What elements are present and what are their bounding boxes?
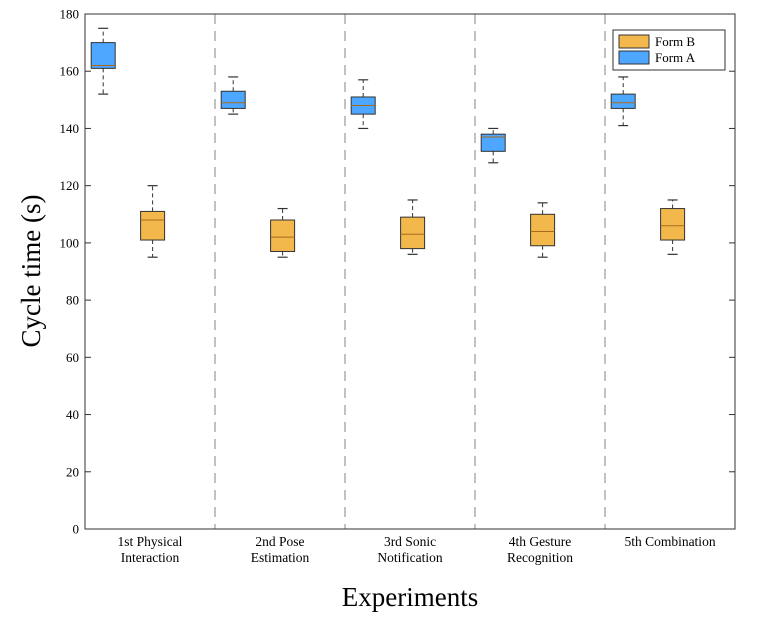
box-iqr bbox=[220, 90, 246, 109]
y-tick-label: 140 bbox=[60, 121, 80, 136]
y-tick-label: 160 bbox=[60, 64, 80, 79]
y-tick-label: 60 bbox=[66, 350, 79, 365]
x-category-label-line: 5th Combination bbox=[624, 534, 715, 549]
x-category-label-line: Notification bbox=[377, 550, 442, 565]
box-form-a bbox=[610, 76, 636, 127]
x-category-label-line: Recognition bbox=[507, 550, 573, 565]
plot-frame bbox=[84, 13, 736, 530]
legend-label: Form B bbox=[655, 34, 695, 49]
box-iqr bbox=[270, 219, 296, 252]
y-tick-label: 20 bbox=[66, 464, 79, 479]
x-category-label-line: Estimation bbox=[251, 550, 310, 565]
box-iqr bbox=[140, 210, 166, 241]
box-iqr bbox=[400, 216, 426, 250]
box-form-b bbox=[400, 199, 426, 255]
box-layer bbox=[90, 27, 686, 258]
x-category-label: 2nd Pose Estimation bbox=[251, 534, 310, 565]
box-form-a bbox=[480, 127, 506, 164]
x-category-label: 5th Combination bbox=[624, 534, 715, 549]
box-iqr bbox=[530, 213, 556, 247]
legend-swatch bbox=[618, 50, 650, 65]
box-form-b bbox=[660, 199, 686, 255]
box-iqr bbox=[90, 42, 116, 69]
box-iqr bbox=[610, 93, 636, 109]
axis-layer: 0 20 40 60 80 100 120 140 160 180 1st Physical Inte… bbox=[60, 7, 735, 565]
legend-swatch bbox=[618, 34, 650, 49]
box-iqr bbox=[480, 133, 506, 152]
box-iqr bbox=[660, 208, 686, 241]
y-tick-label: 0 bbox=[73, 522, 80, 537]
box-form-b bbox=[140, 185, 166, 258]
x-category-label-line: 1st Physical bbox=[118, 534, 183, 549]
x-category-label-line: Interaction bbox=[121, 550, 180, 565]
x-category-label-line: 3rd Sonic bbox=[384, 534, 436, 549]
y-axis-label: Cycle time (s) bbox=[16, 195, 46, 348]
x-category-label: 1st Physical Interaction bbox=[118, 534, 183, 565]
x-category-label: 4th Gesture Recognition bbox=[507, 534, 573, 565]
x-axis-label: Experiments bbox=[342, 582, 478, 612]
legend-label: Form A bbox=[655, 50, 696, 65]
box-form-a bbox=[90, 27, 116, 95]
x-category-label: 3rd Sonic Notification bbox=[377, 534, 442, 565]
box-form-b bbox=[270, 207, 296, 258]
x-category-label-line: 2nd Pose bbox=[255, 534, 304, 549]
y-tick-label: 180 bbox=[60, 7, 80, 22]
y-tick-label: 120 bbox=[60, 178, 80, 193]
box-form-a bbox=[350, 79, 376, 130]
box-form-b bbox=[530, 202, 556, 258]
x-category-label-line: 4th Gesture bbox=[509, 534, 572, 549]
y-tick-label: 100 bbox=[60, 235, 80, 250]
y-tick-label: 40 bbox=[66, 407, 79, 422]
y-tick-label: 80 bbox=[66, 293, 79, 308]
grid-layer bbox=[214, 14, 606, 529]
box-form-a bbox=[220, 76, 246, 115]
